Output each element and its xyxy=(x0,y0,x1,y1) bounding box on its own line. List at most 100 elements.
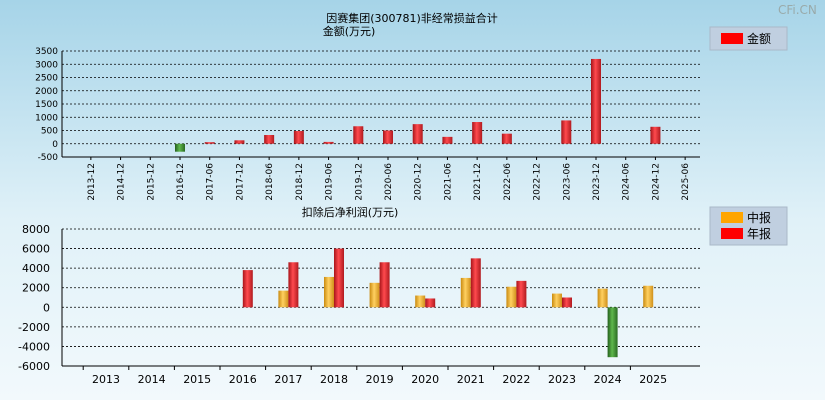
chart1-x-tick-label: 2015-12 xyxy=(146,163,156,201)
chart1-x-tick-label: 2024-12 xyxy=(651,163,661,201)
chart1-bar xyxy=(383,130,393,144)
chart2-x-tick-label: 2024 xyxy=(594,373,622,386)
chart1-bar xyxy=(204,142,215,144)
chart1-bar xyxy=(234,140,245,144)
chart1-y-tick-label: 0 xyxy=(52,140,58,150)
chart1-x-tick-label: 2017-06 xyxy=(206,163,216,201)
chart1-x-tick-label: 2017-12 xyxy=(235,163,245,201)
chart1-x-tick-label: 2019-06 xyxy=(325,163,335,201)
chart1-plot: 3500 3000 2500 2000 1500 1000 500 0 -500 2013-12 2… xyxy=(35,47,700,201)
chart2-bar-mid xyxy=(278,290,289,308)
chart1-y-tick-label: -500 xyxy=(38,153,59,163)
chart1-bar xyxy=(264,135,275,144)
chart1-y-tick-label: 1000 xyxy=(35,113,58,123)
chart2-legend: 中报 年报 xyxy=(709,206,788,246)
chart1-bar xyxy=(472,122,483,144)
chart2-bar-annual xyxy=(334,248,344,308)
chart1-x-tick-label: 2025-06 xyxy=(681,163,691,201)
chart1-x-tick-label: 2013-12 xyxy=(87,163,97,201)
chart2-y-tick-label: -6000 xyxy=(18,360,50,373)
chart1-bar xyxy=(353,126,364,144)
chart2-x-tick-label: 2020 xyxy=(411,373,439,386)
chart2-y-tick-label: -2000 xyxy=(18,321,50,334)
chart2-bar-annual xyxy=(288,262,299,308)
chart2-x-tick-label: 2023 xyxy=(548,373,576,386)
chart1-y-tick-label: 3500 xyxy=(35,47,58,57)
chart1-y-tick-label: 2000 xyxy=(35,87,58,97)
chart2-x-tick-label: 2016 xyxy=(229,373,257,386)
chart2-y-tick-label: -4000 xyxy=(18,340,50,353)
chart2-x-tick-label: 2014 xyxy=(138,373,166,386)
chart2-x-tick-label: 2022 xyxy=(502,373,530,386)
chart1-bar xyxy=(323,141,334,144)
chart1-x-tick-label: 2023-06 xyxy=(562,163,572,201)
chart2-bar-mid xyxy=(552,293,562,308)
chart2-bar-mid xyxy=(506,286,517,308)
chart1-bar xyxy=(561,120,572,144)
chart2-x-tick-label: 2019 xyxy=(366,373,394,386)
chart1-bar xyxy=(650,126,661,144)
chart2-y-tick-label: 0 xyxy=(43,301,50,314)
chart2-x-tick-label: 2015 xyxy=(183,373,211,386)
chart1-x-tick-label: 2020-12 xyxy=(414,163,424,201)
chart2-bar-annual xyxy=(379,262,390,308)
chart2-legend-swatch-mid xyxy=(721,212,743,223)
chart2-y-tick-label: 4000 xyxy=(22,262,50,275)
chart2-bar-mid xyxy=(369,282,380,308)
chart2-legend-label-annual: 年报 xyxy=(747,226,771,241)
chart1-x-tick-label: 2018-06 xyxy=(265,163,275,201)
chart1-title: 因赛集团(300781)非经常损益合计 xyxy=(326,11,498,25)
chart1-x-tick-label: 2024-06 xyxy=(622,163,632,201)
chart1-x-tick-label: 2021-06 xyxy=(443,163,453,201)
chart1-legend-swatch xyxy=(721,33,743,44)
chart1-x-tick-label: 2018-12 xyxy=(295,163,305,201)
chart1-x-tick-label: 2021-12 xyxy=(473,163,483,201)
chart2-bar-annual xyxy=(562,297,572,308)
chart2-x-tick-label: 2018 xyxy=(320,373,348,386)
chart2-legend-swatch-annual xyxy=(721,228,743,239)
chart1-y-tick-label: 500 xyxy=(41,127,58,137)
chart2-bar-mid xyxy=(643,285,654,308)
chart1-y-tick-label: 2500 xyxy=(35,74,58,84)
chart1-bar xyxy=(501,133,512,144)
chart1-x-tick-label: 2016-12 xyxy=(176,163,186,201)
chart2-bar-mid xyxy=(597,288,608,308)
chart2-bar-annual xyxy=(425,298,436,308)
chart1-subtitle: 金额(万元) xyxy=(323,24,376,38)
chart1-y-tick-label: 1500 xyxy=(35,100,58,110)
chart2-x-tick-label: 2017 xyxy=(274,373,302,386)
chart1-x-tick-label: 2019-12 xyxy=(354,163,364,201)
chart2-title: 扣除后净利润(万元) xyxy=(302,205,399,219)
chart1-legend-label: 金额 xyxy=(747,31,771,46)
chart2-x-tick-label: 2013 xyxy=(92,373,120,386)
chart2-y-tick-label: 6000 xyxy=(22,243,50,256)
chart1-x-tick-label: 2023-12 xyxy=(592,163,602,201)
chart2-bar-annual xyxy=(470,258,481,308)
chart1-bar xyxy=(591,58,601,144)
chart2-plot: 8000 6000 4000 2000 0 -2000 -4000 -6000 2013 2014… xyxy=(18,223,700,386)
chart2-bar-mid xyxy=(324,276,334,308)
chart1-bar xyxy=(412,124,423,144)
chart2-y-tick-label: 2000 xyxy=(22,282,50,295)
chart2-bar-mid xyxy=(460,277,471,308)
chart1-bar xyxy=(293,131,304,144)
chart1-y-tick-label: 3000 xyxy=(35,60,58,70)
chart1-x-tick-label: 2022-06 xyxy=(503,163,513,201)
watermark: CFi.CN xyxy=(778,3,817,17)
chart2-x-tick-label: 2021 xyxy=(457,373,485,386)
chart1-x-tick-label: 2022-12 xyxy=(533,163,543,201)
chart1-bar xyxy=(442,136,453,144)
chart2-legend-label-mid: 中报 xyxy=(747,210,771,225)
chart2-x-tick-label: 2025 xyxy=(639,373,667,386)
chart2-bar-annual xyxy=(242,270,253,308)
chart2-bar-mid xyxy=(415,295,426,308)
chart2-y-tick-label: 8000 xyxy=(22,223,50,236)
chart2-bar-annual xyxy=(516,280,527,308)
chart1-bar xyxy=(175,143,185,152)
chart1-x-tick-label: 2014-12 xyxy=(117,163,127,201)
chart1-plot-area xyxy=(62,51,700,157)
chart2-bar-annual xyxy=(607,307,618,358)
chart1-x-tick-label: 2020-06 xyxy=(384,163,394,201)
chart1-legend: 金额 xyxy=(709,26,788,51)
